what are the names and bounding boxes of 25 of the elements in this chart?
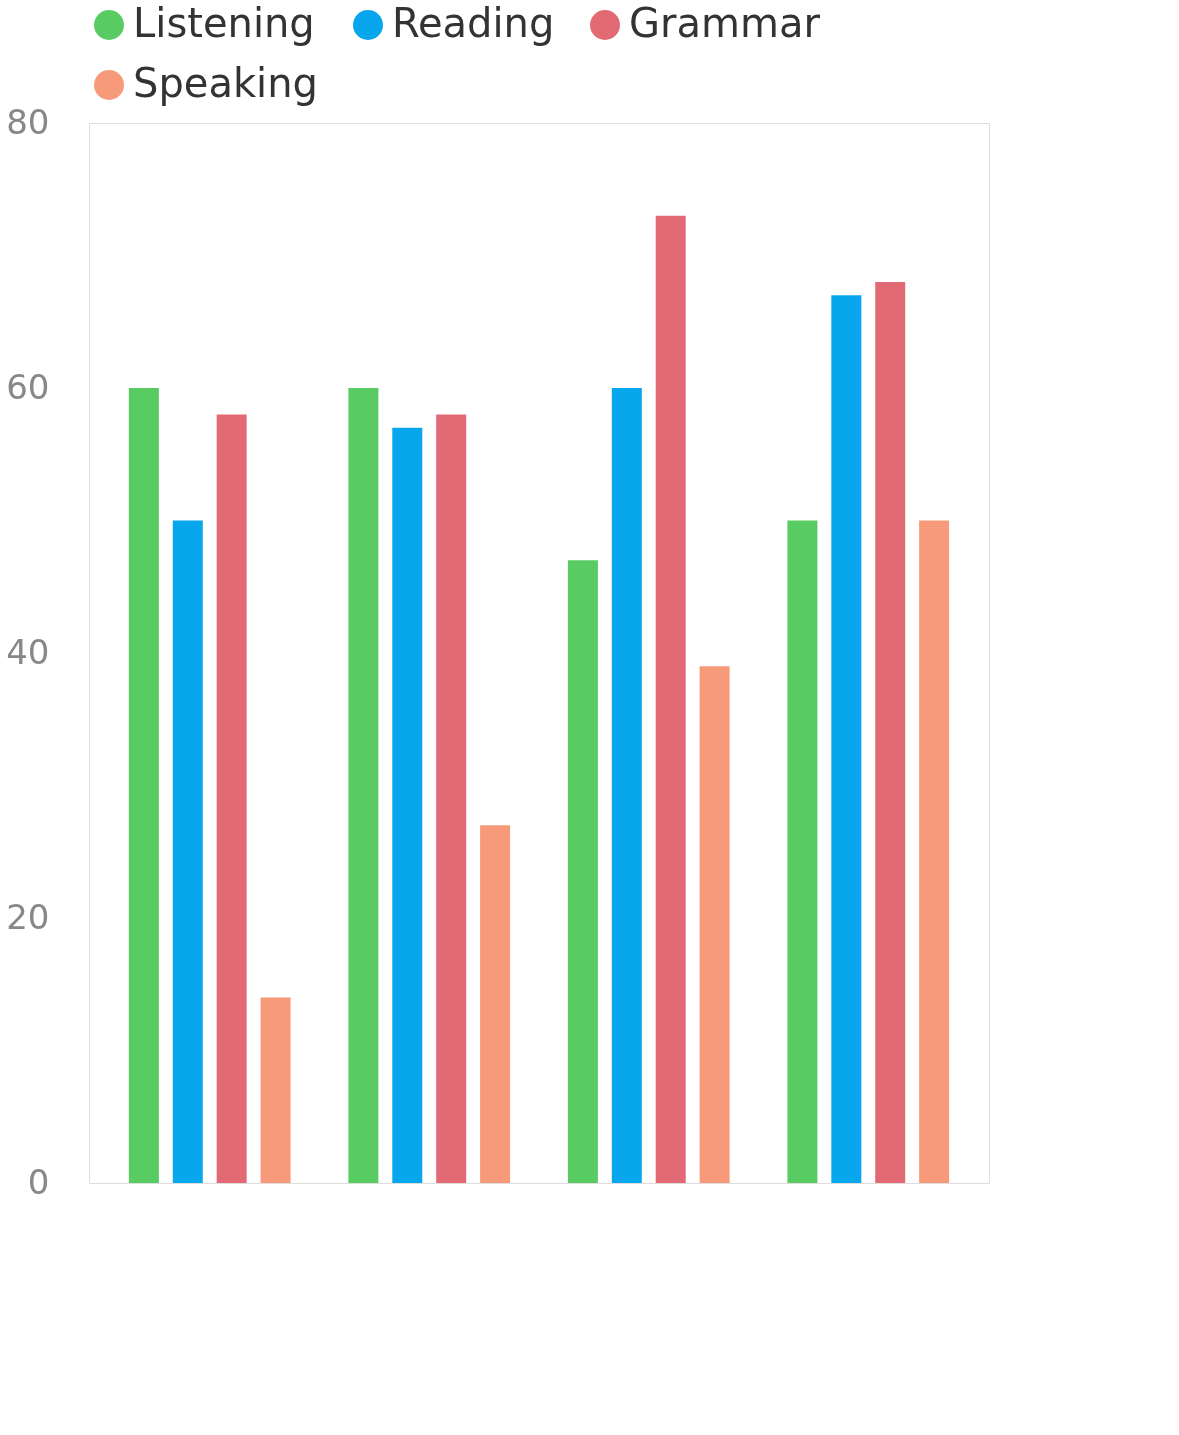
y-tick-label: 80: [6, 101, 50, 142]
bar: [480, 825, 511, 1183]
bar: [787, 520, 818, 1183]
bar: [831, 295, 862, 1183]
legend-label: Reading: [392, 0, 555, 46]
bar: [128, 388, 159, 1183]
bar: [348, 388, 379, 1183]
bar: [567, 560, 598, 1183]
y-tick-label: 0: [27, 1161, 50, 1202]
legend-label: Grammar: [629, 0, 821, 46]
y-tick-label: 20: [6, 896, 50, 937]
bar: [919, 520, 950, 1183]
bar: [172, 520, 203, 1183]
legend-label: Listening: [133, 0, 315, 46]
bar: [875, 282, 906, 1183]
bar: [216, 414, 247, 1183]
bar: [699, 666, 730, 1183]
bar: [260, 997, 291, 1183]
legend-label: Speaking: [133, 60, 318, 106]
bar: [655, 215, 686, 1183]
bar: [392, 427, 423, 1183]
y-tick-label: 40: [6, 631, 50, 672]
bar: [611, 388, 642, 1183]
y-tick-label: 60: [6, 366, 50, 407]
bar: [436, 414, 467, 1183]
